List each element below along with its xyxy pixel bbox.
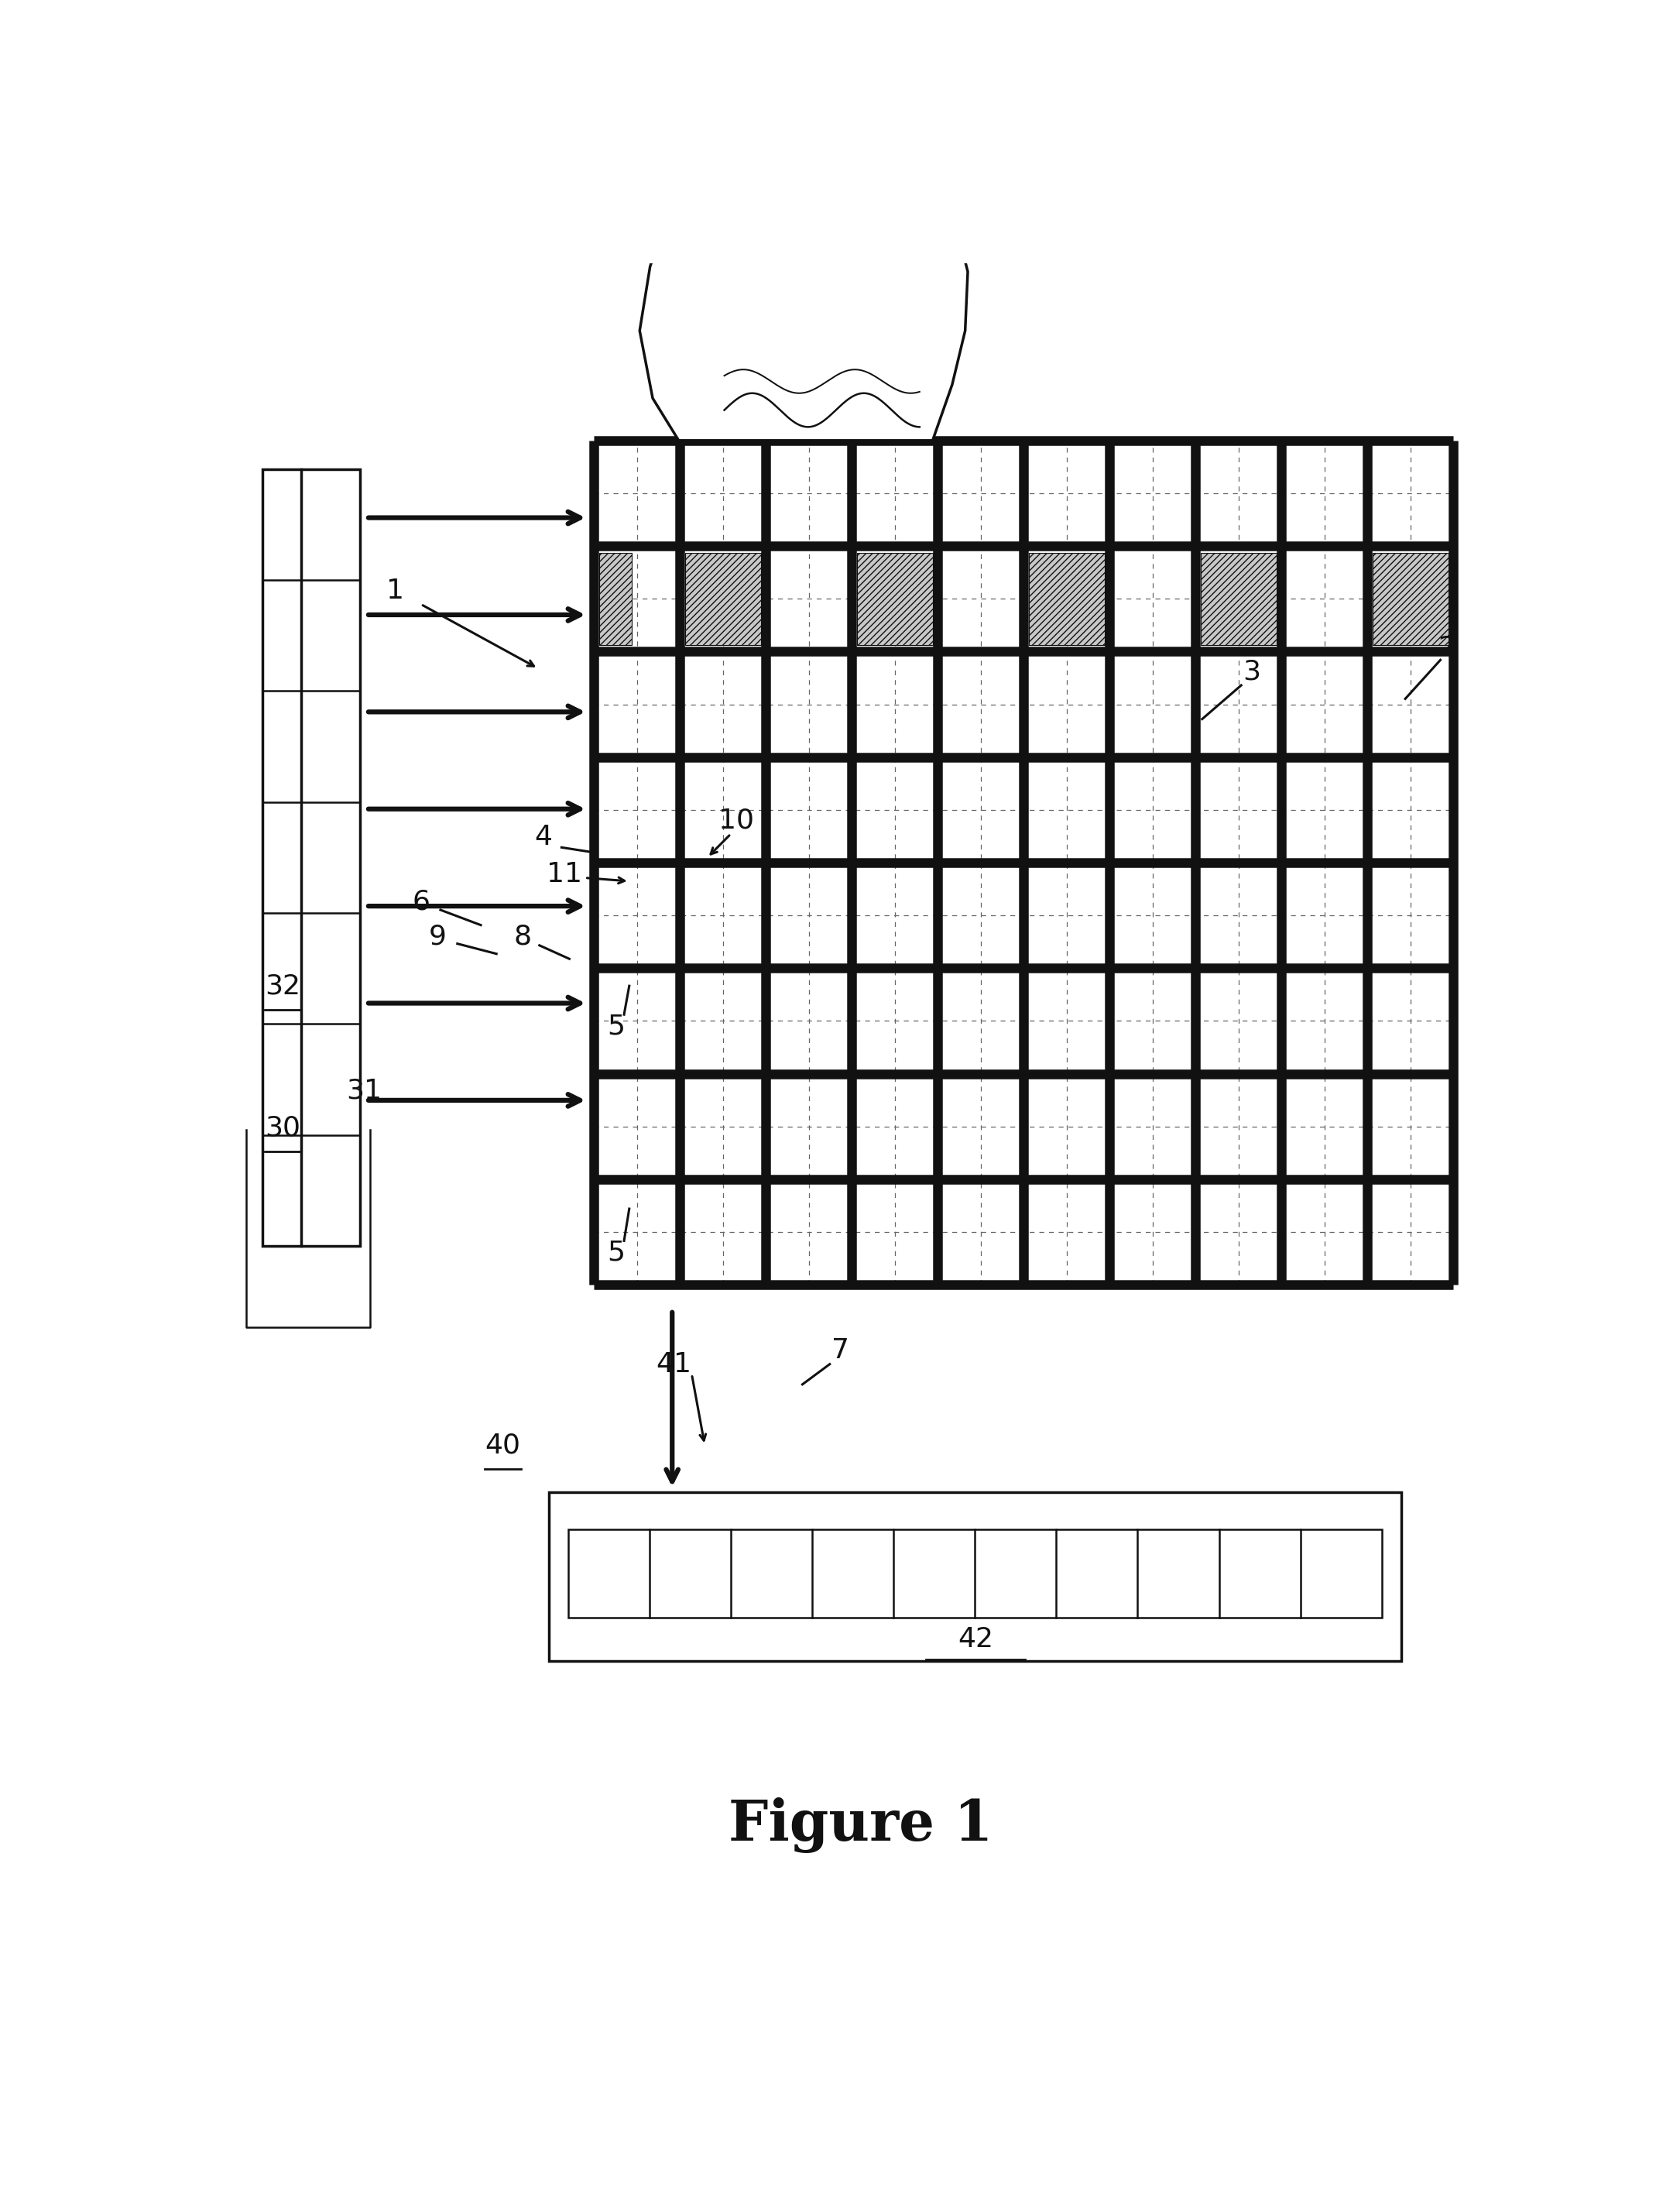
Text: 32: 32 [265,974,301,1000]
Bar [595,441,1453,1285]
Bar [685,553,761,645]
Bar [600,553,632,645]
Bar [262,469,360,1246]
Polygon shape [640,127,968,441]
Text: 7: 7 [832,1338,848,1364]
Text: 1: 1 [386,577,403,603]
Text: 6: 6 [412,888,430,914]
Bar [262,469,360,1246]
Text: 5: 5 [608,1239,625,1265]
Bar [1028,553,1104,645]
Bar [548,1493,1401,1662]
Bar [568,1531,1381,1618]
Text: 31: 31 [346,1077,381,1103]
Text: Figure 1: Figure 1 [729,1798,993,1853]
Text: 9: 9 [428,923,447,950]
Text: 30: 30 [265,1114,301,1140]
Text: 10: 10 [719,807,754,833]
Text: 40: 40 [486,1432,521,1458]
Text: 5: 5 [608,1013,625,1039]
Text: 4: 4 [534,825,553,851]
Bar [1373,553,1448,645]
Text: 42: 42 [958,1627,993,1654]
Text: 8: 8 [514,923,531,950]
Text: 41: 41 [655,1351,690,1377]
Text: 3: 3 [1243,658,1260,684]
Text: 11: 11 [546,862,581,888]
Text: 2: 2 [1438,636,1457,662]
Bar [1201,553,1277,645]
Bar [857,553,932,645]
